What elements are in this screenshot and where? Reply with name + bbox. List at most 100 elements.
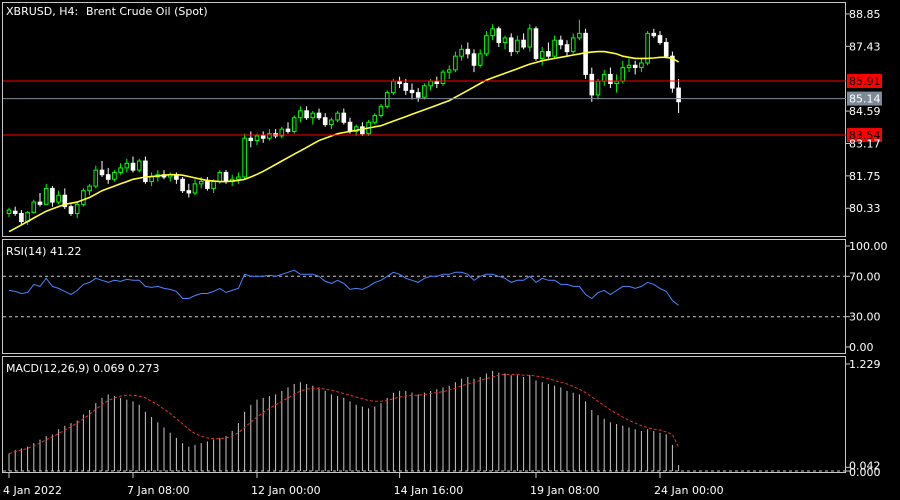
candle	[205, 177, 210, 191]
rsi-tick-label: 30.00	[849, 311, 881, 324]
candle-body	[434, 80, 440, 85]
chart-symbol: XBRUSD, H4:	[6, 5, 78, 18]
candle-body	[118, 167, 123, 173]
price-tick-label: 81.75	[849, 170, 881, 183]
candle-body	[186, 190, 192, 194]
macd-tick-label: 0.042	[849, 459, 881, 472]
candle-body	[496, 28, 502, 43]
candle	[446, 65, 452, 79]
candle-body	[236, 176, 241, 180]
candle	[167, 172, 173, 182]
candle	[620, 60, 626, 84]
candle	[236, 172, 241, 184]
candle-body	[663, 41, 669, 57]
candle	[415, 88, 421, 102]
candle	[81, 188, 86, 207]
candle-body	[428, 80, 433, 87]
candle	[515, 35, 520, 54]
candle-body	[298, 110, 303, 119]
candle	[322, 113, 328, 127]
candle	[645, 31, 650, 66]
level-tag-lower	[847, 128, 882, 143]
candle-body	[285, 128, 291, 132]
candle-body	[639, 62, 644, 69]
candle	[50, 186, 55, 207]
candle-body	[6, 209, 12, 214]
level-label-current: 85.14	[849, 93, 881, 106]
candle-body	[676, 87, 681, 103]
candle-body	[608, 73, 613, 85]
candle	[546, 42, 551, 59]
candle	[632, 60, 638, 75]
rsi-line	[8, 269, 679, 306]
candle-body	[87, 185, 92, 192]
candle	[533, 26, 539, 61]
candle-body	[446, 69, 452, 73]
candle	[434, 76, 440, 89]
candle-body	[397, 80, 402, 85]
price-panel[interactable]	[2, 2, 846, 237]
candle	[409, 83, 415, 100]
candle	[6, 207, 12, 217]
candle	[31, 199, 37, 214]
candle-body	[657, 35, 663, 43]
candle	[570, 33, 576, 54]
candle-body	[422, 85, 427, 98]
candle-body	[105, 174, 111, 180]
candle-body	[360, 126, 365, 135]
candle	[260, 131, 266, 143]
candle-body	[490, 28, 495, 37]
candle-body	[577, 32, 582, 39]
candle	[583, 28, 588, 79]
rsi-panel[interactable]	[2, 239, 846, 354]
candle	[248, 131, 254, 148]
candle-body	[248, 137, 254, 142]
candle-body	[583, 32, 588, 75]
level-tag-upper	[847, 74, 882, 89]
candle-body	[440, 71, 446, 85]
candle	[56, 190, 61, 205]
candle	[384, 90, 390, 109]
candle-body	[533, 28, 539, 59]
candle	[676, 78, 681, 114]
candle-body	[279, 128, 285, 137]
candle-body	[372, 114, 378, 123]
macd-panel[interactable]	[2, 356, 846, 473]
candle	[372, 113, 378, 125]
candle-body	[403, 83, 409, 91]
candle	[124, 158, 130, 173]
candle	[62, 188, 68, 209]
candle-body	[626, 64, 632, 69]
candle-body	[211, 181, 216, 189]
candle	[192, 179, 198, 196]
macd-title: MACD(12,26,9) 0.069 0.273	[6, 362, 160, 375]
candle-body	[601, 73, 607, 82]
candle-body	[539, 51, 545, 59]
candle-body	[74, 203, 80, 214]
candle	[626, 58, 632, 73]
candle	[136, 158, 142, 173]
candle	[93, 165, 99, 189]
time-tick-label: 7 Jan 08:00	[127, 484, 190, 497]
candle	[595, 78, 601, 100]
candle-body	[56, 194, 61, 203]
time-tick-label: 4 Jan 2022	[3, 484, 62, 497]
candle-body	[192, 183, 198, 194]
candle	[471, 49, 477, 73]
candle-body	[508, 37, 514, 53]
candle	[87, 183, 92, 196]
candle-body	[260, 135, 266, 139]
candle-body	[223, 171, 229, 183]
candle	[521, 33, 526, 50]
candle	[378, 104, 384, 118]
rsi-title: RSI(14) 41.22	[6, 245, 81, 258]
candle-body	[254, 135, 260, 142]
candle	[180, 177, 185, 193]
candle	[564, 40, 570, 57]
candle	[254, 133, 260, 146]
candle	[397, 76, 402, 89]
candle	[601, 69, 607, 86]
candle-body	[217, 171, 223, 183]
candle-body	[378, 105, 384, 116]
